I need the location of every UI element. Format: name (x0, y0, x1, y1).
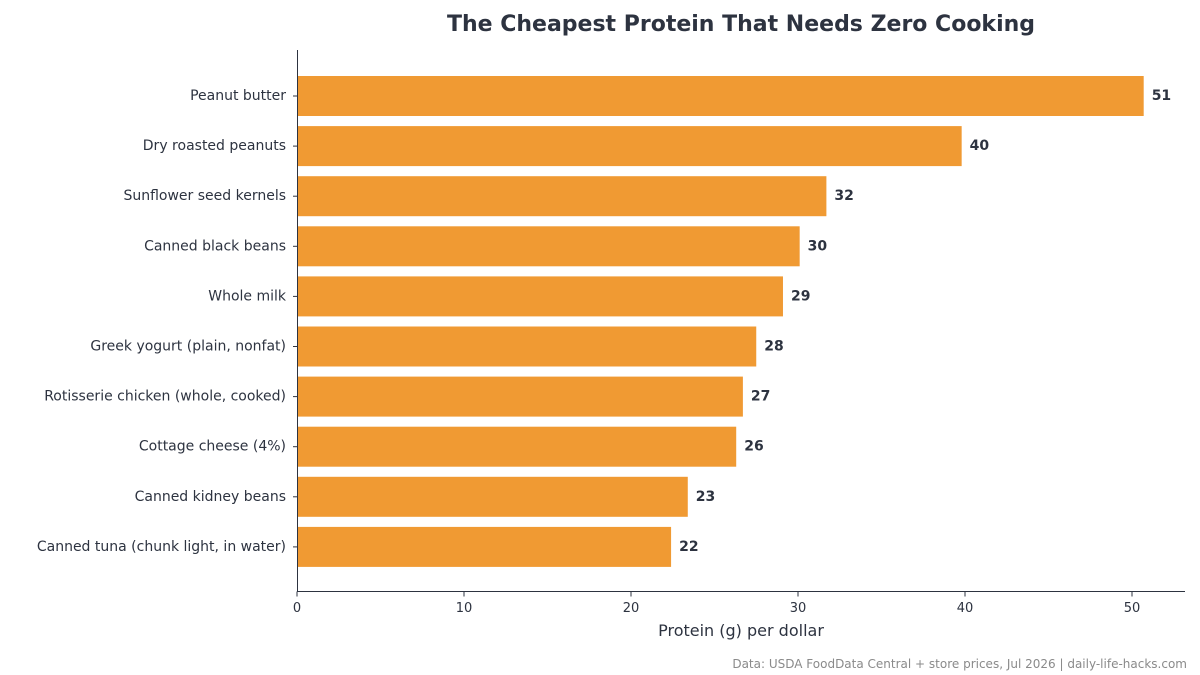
category-label-cottage-cheese-4: Cottage cheese (4%) (139, 439, 286, 455)
value-label-sunflower-seed-kernels: 32 (834, 188, 853, 204)
value-label-dry-roasted-peanuts: 40 (970, 138, 990, 154)
value-label-cottage-cheese-4: 26 (744, 439, 763, 455)
value-label-greek-yogurt-plain-nonfat: 28 (764, 339, 783, 355)
category-label-whole-milk: Whole milk (208, 288, 287, 304)
bar-canned-kidney-beans (297, 476, 688, 517)
bar-canned-black-beans (297, 226, 800, 267)
x-tick-label-50: 50 (1124, 601, 1141, 616)
value-label-canned-black-beans: 30 (808, 238, 828, 254)
x-axis-ticks: 0 10 20 30 40 50 (293, 591, 1141, 616)
category-label-canned-kidney-beans: Canned kidney beans (135, 489, 286, 505)
value-labels: 51 40 32 30 29 28 27 26 23 22 (679, 88, 1171, 555)
bar-greek-yogurt-plain-nonfat (297, 326, 757, 367)
category-label-greek-yogurt-plain-nonfat: Greek yogurt (plain, nonfat) (90, 339, 286, 355)
bar-whole-milk (297, 276, 783, 317)
category-label-canned-black-beans: Canned black beans (144, 238, 286, 254)
x-tick-label-10: 10 (456, 601, 473, 616)
value-label-canned-kidney-beans: 23 (696, 489, 715, 505)
source-note: Data: USDA FoodData Central + store pric… (732, 657, 1187, 671)
bars-layer (297, 76, 1144, 567)
value-label-canned-tuna-chunk-light-in-water: 22 (679, 539, 698, 555)
category-label-dry-roasted-peanuts: Dry roasted peanuts (143, 138, 286, 154)
bar-sunflower-seed-kernels (297, 176, 827, 217)
x-axis-title: Protein (g) per dollar (658, 621, 824, 640)
x-tick-label-0: 0 (293, 601, 301, 616)
category-label-rotisserie-chicken-whole-cooked: Rotisserie chicken (whole, cooked) (44, 389, 286, 405)
x-tick-label-30: 30 (790, 601, 807, 616)
value-label-peanut-butter: 51 (1152, 88, 1171, 104)
x-tick-label-20: 20 (623, 601, 640, 616)
bar-cottage-cheese-4 (297, 426, 737, 467)
bar-peanut-butter (297, 76, 1144, 116)
bar-canned-tuna-chunk-light-in-water (297, 526, 672, 567)
category-label-canned-tuna-chunk-light-in-water: Canned tuna (chunk light, in water) (37, 539, 286, 555)
chart-title: The Cheapest Protein That Needs Zero Coo… (447, 12, 1035, 37)
bar-rotisserie-chicken-whole-cooked (297, 376, 743, 417)
category-labels: Peanut butter Dry roasted peanuts Sunflowe… (37, 88, 297, 555)
bar-dry-roasted-peanuts (297, 126, 962, 167)
value-label-whole-milk: 29 (791, 288, 810, 304)
value-label-rotisserie-chicken-whole-cooked: 27 (751, 389, 770, 405)
x-tick-label-40: 40 (957, 601, 974, 616)
category-label-sunflower-seed-kernels: Sunflower seed kernels (123, 188, 286, 204)
category-label-peanut-butter: Peanut butter (190, 88, 286, 104)
